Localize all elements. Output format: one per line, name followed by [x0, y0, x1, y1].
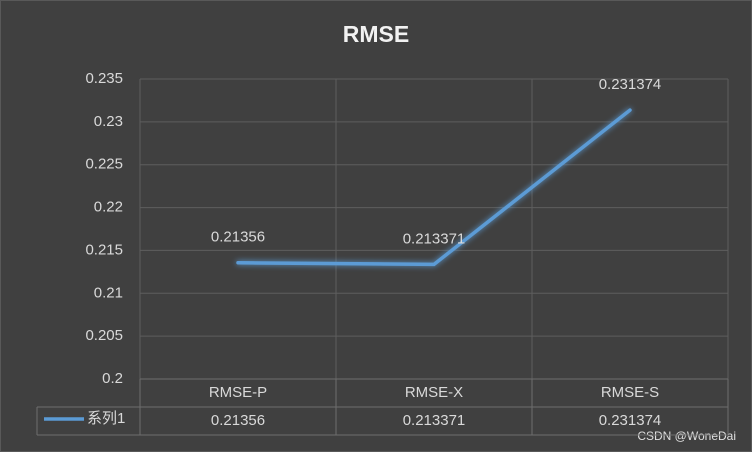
x-tick-label: RMSE-S	[601, 384, 659, 401]
y-tick-label: 0.2	[102, 370, 123, 387]
y-tick-label: 0.215	[85, 241, 123, 258]
y-tick-label: 0.235	[85, 70, 123, 87]
y-tick-label: 0.21	[94, 284, 123, 301]
legend-label: 系列1	[87, 410, 125, 427]
x-tick-label: RMSE-P	[209, 384, 267, 401]
data-label: 0.213371	[403, 230, 466, 247]
table-value: 0.213371	[403, 412, 466, 429]
data-label: 0.21356	[211, 229, 265, 246]
table-value: 0.231374	[599, 412, 662, 429]
x-tick-label: RMSE-X	[405, 384, 463, 401]
y-tick-label: 0.205	[85, 327, 123, 344]
y-tick-label: 0.22	[94, 199, 123, 216]
y-tick-label: 0.225	[85, 156, 123, 173]
data-label: 0.231374	[599, 76, 662, 93]
y-tick-label: 0.23	[94, 113, 123, 130]
series-line	[236, 108, 632, 267]
chart-title: RMSE	[343, 21, 409, 47]
watermark: CSDN @WoneDai	[637, 429, 736, 443]
table-value: 0.21356	[211, 412, 265, 429]
